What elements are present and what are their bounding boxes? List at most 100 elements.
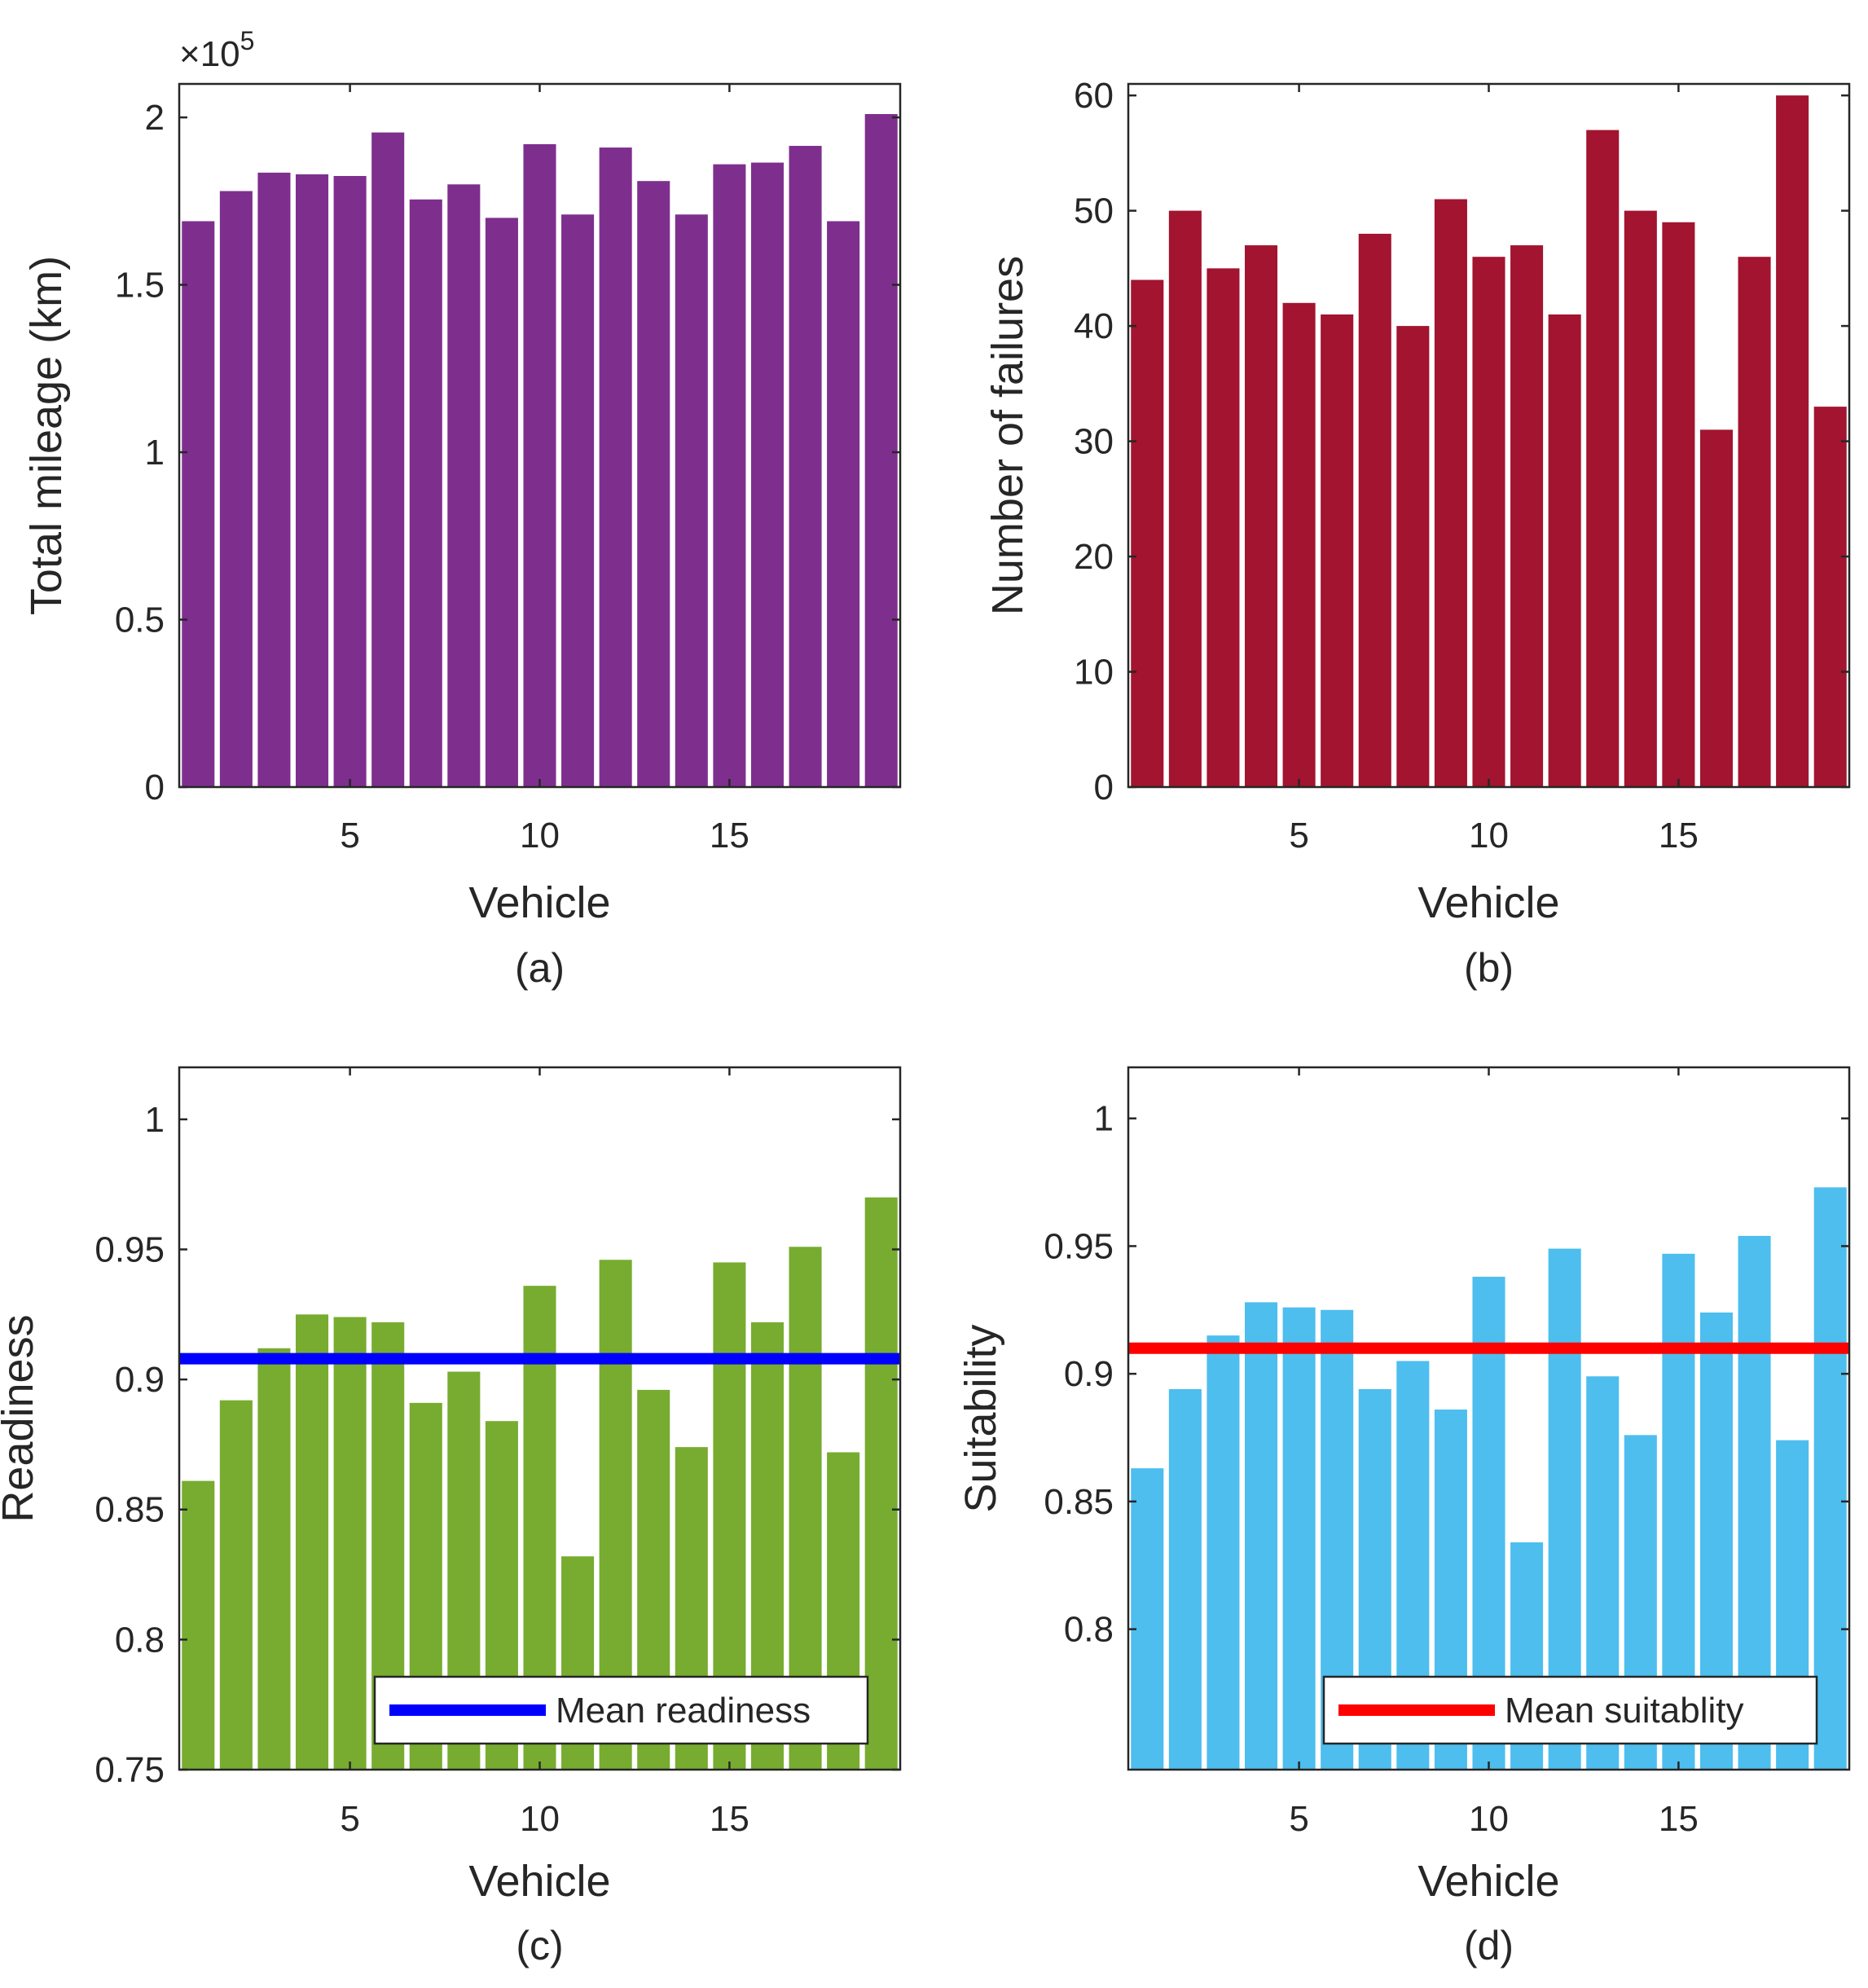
bar-vehicle-9 <box>1434 199 1467 788</box>
legend: Mean suitablity <box>1322 1675 1818 1745</box>
x-tick-label: 5 <box>1289 816 1308 855</box>
legend-label: Mean suitablity <box>1505 1691 1743 1731</box>
bar-vehicle-3 <box>257 1348 291 1770</box>
bar-vehicle-1 <box>182 1480 215 1770</box>
bar-vehicle-2 <box>1168 210 1202 787</box>
y-tick-label: 0.8 <box>115 1620 165 1660</box>
bar-vehicle-12 <box>1548 314 1581 787</box>
y-tick-label: 0.75 <box>94 1750 165 1790</box>
y-exponent-label: ×105 <box>179 26 254 74</box>
x-axis-label: Vehicle <box>1417 878 1559 927</box>
bar-vehicle-10 <box>1472 257 1505 788</box>
x-tick-label: 15 <box>710 1799 749 1839</box>
panel-label: (c) <box>516 1923 563 1968</box>
bar-vehicle-14 <box>675 214 708 787</box>
y-tick-label: 0.85 <box>94 1490 165 1530</box>
x-tick-label: 10 <box>1469 1799 1509 1839</box>
y-tick-label: 30 <box>1074 422 1114 462</box>
y-axis-label: Readiness <box>0 1314 42 1522</box>
y-tick-label: 10 <box>1074 653 1114 693</box>
bar-vehicle-16 <box>750 162 784 787</box>
panel-2: 5 10 15 0 10 20 30 40 50 60 Vehicle Number of failu… <box>983 76 1851 991</box>
bar-vehicle-7 <box>409 199 442 787</box>
x-axis-label: Vehicle <box>1417 1857 1559 1906</box>
x-axis-label: Vehicle <box>468 878 610 927</box>
bar-vehicle-15 <box>1662 222 1695 787</box>
bar-vehicle-1 <box>182 221 215 787</box>
bar-vehicle-11 <box>561 214 595 787</box>
bar-vehicle-2 <box>219 1400 253 1770</box>
x-tick-label: 5 <box>340 816 359 855</box>
bar-vehicle-19 <box>864 113 898 788</box>
y-tick-label: 60 <box>1074 76 1114 116</box>
bar-vehicle-18 <box>1776 95 1809 787</box>
bar-vehicle-16 <box>1699 429 1733 787</box>
bar-vehicle-2 <box>219 191 253 787</box>
bar-vehicle-12 <box>599 147 632 787</box>
panel-3: 5 10 15 0.75 0.8 0.85 0.9 0.95 1 Vehicle Readiness… <box>0 1066 902 1968</box>
x-tick-label: 10 <box>1469 816 1509 855</box>
bar-vehicle-19 <box>1813 407 1847 787</box>
bar-vehicle-9 <box>485 218 518 787</box>
y-axis-label: Suitability <box>956 1324 1005 1512</box>
y-exponent-power: 5 <box>240 26 255 55</box>
bar-vehicle-3 <box>1207 1335 1240 1770</box>
bar-vehicle-4 <box>296 174 329 787</box>
y-tick-label: 0.95 <box>1044 1226 1114 1266</box>
y-tick-label: 0 <box>145 767 165 807</box>
panel-label: (d) <box>1464 1923 1514 1968</box>
bar-vehicle-14 <box>1624 210 1657 787</box>
legend-label: Mean readiness <box>556 1691 811 1731</box>
y-tick-label: 0.8 <box>1064 1610 1114 1650</box>
y-tick-label: 2 <box>145 98 165 138</box>
bar-vehicle-4 <box>1245 245 1278 787</box>
bar-vehicle-18 <box>827 221 860 787</box>
bar-vehicle-6 <box>371 132 405 788</box>
bar-vehicle-5 <box>333 1317 367 1770</box>
bar-vehicle-5 <box>1282 302 1316 787</box>
x-tick-label: 10 <box>520 1799 560 1839</box>
y-axis-label: Total mileage (km) <box>22 256 71 615</box>
bar-vehicle-3 <box>257 172 291 787</box>
panel-label: (b) <box>1464 945 1514 991</box>
bar-vehicle-8 <box>447 184 481 788</box>
bar-vehicle-5 <box>333 176 367 787</box>
bar-vehicle-8 <box>1396 326 1430 788</box>
bar-vehicle-4 <box>296 1314 329 1770</box>
y-axis-label: Number of failures <box>983 256 1032 615</box>
y-tick-label: 0 <box>1094 767 1114 807</box>
y-tick-label: 40 <box>1074 306 1114 346</box>
bar-vehicle-7 <box>1358 233 1391 787</box>
legend: Mean readiness <box>373 1675 869 1745</box>
y-tick-label: 1 <box>145 1100 165 1140</box>
bar-vehicle-2 <box>1168 1388 1202 1770</box>
x-tick-label: 5 <box>340 1799 359 1839</box>
y-tick-label: 20 <box>1074 537 1114 577</box>
y-tick-label: 0.85 <box>1044 1482 1114 1522</box>
bar-vehicle-1 <box>1131 1468 1164 1770</box>
bar-vehicle-17 <box>789 146 822 787</box>
y-tick-label: 50 <box>1074 191 1114 231</box>
panel-4: 5 10 15 0.8 0.85 0.9 0.95 1 Vehicle Suitability (d… <box>956 1066 1851 1968</box>
y-tick-label: 1.5 <box>115 266 165 306</box>
bar-vehicle-17 <box>1738 257 1771 788</box>
x-tick-label: 15 <box>1659 816 1699 855</box>
bar-vehicle-13 <box>1586 130 1620 788</box>
bar-vehicle-4 <box>1245 1302 1278 1770</box>
bar-vehicle-5 <box>1282 1307 1316 1770</box>
y-exponent-base: ×10 <box>179 34 240 74</box>
x-axis-label: Vehicle <box>468 1857 610 1906</box>
y-tick-label: 0.5 <box>115 600 165 640</box>
y-tick-label: 0.95 <box>94 1229 165 1269</box>
y-tick-label: 0.9 <box>115 1360 165 1400</box>
y-tick-label: 0.9 <box>1064 1354 1114 1394</box>
bar-vehicle-15 <box>713 164 746 787</box>
x-tick-label: 5 <box>1289 1799 1308 1839</box>
bar-vehicle-6 <box>1321 314 1354 787</box>
bar-vehicle-13 <box>637 181 670 787</box>
y-tick-label: 1 <box>145 433 165 473</box>
bar-vehicle-1 <box>1131 279 1164 787</box>
bar-vehicle-3 <box>1207 268 1240 787</box>
x-tick-label: 15 <box>710 816 749 855</box>
